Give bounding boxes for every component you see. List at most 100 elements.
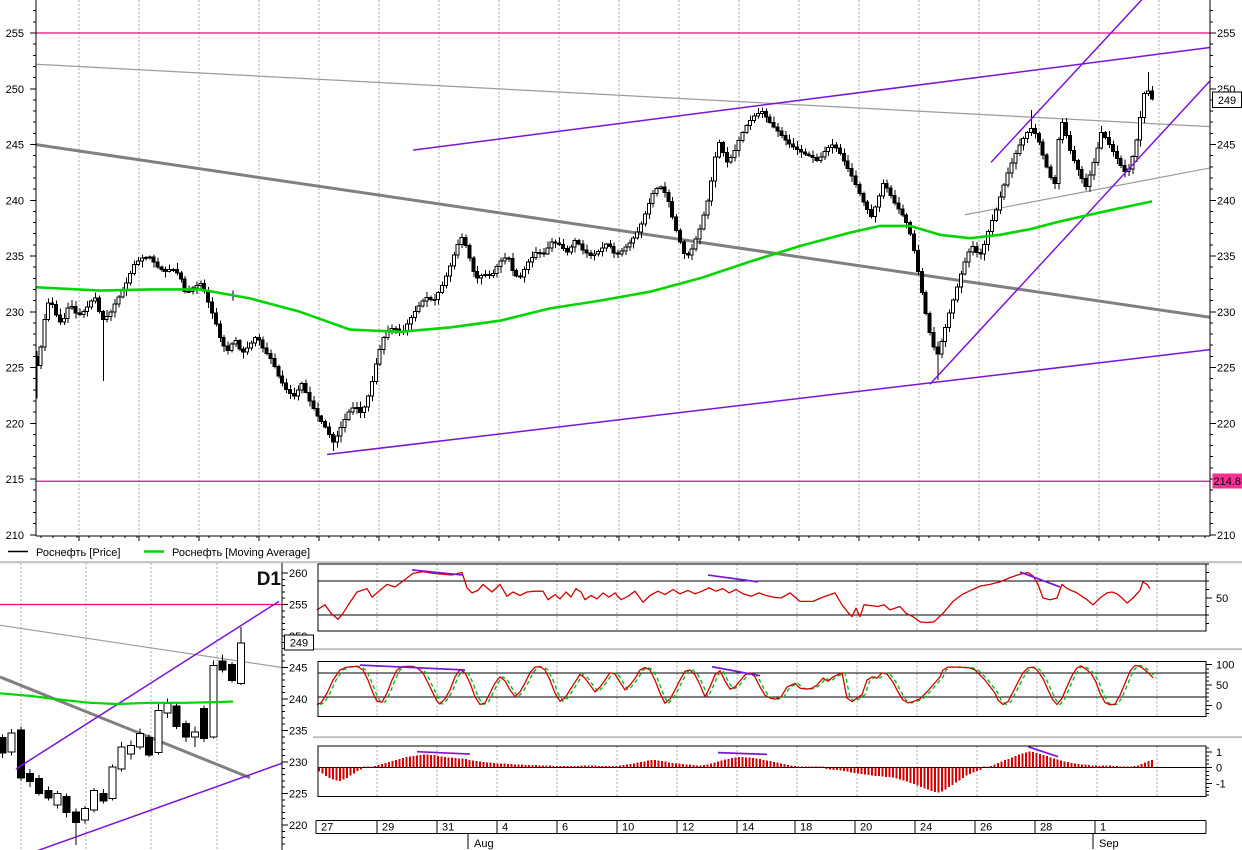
candle-body [342, 418, 347, 428]
d1-moving-average-line [0, 692, 234, 706]
candle-body [334, 435, 339, 443]
panel-trendline [359, 664, 466, 671]
indicator-panel-oscillator1[interactable]: 50 [316, 563, 1228, 632]
candle-body [561, 244, 565, 249]
candle-body [943, 327, 948, 342]
candle-body [791, 143, 796, 148]
candle-body [494, 266, 499, 275]
candle-body [966, 251, 971, 263]
candle-body [720, 142, 725, 154]
main-ytick-label-right: 225 [1217, 363, 1235, 375]
candle-body [428, 297, 433, 300]
separators [0, 561, 1242, 739]
date-label: 29 [382, 822, 394, 834]
candle-body [186, 290, 191, 293]
panel-ytick-label: 0 [1216, 763, 1222, 775]
candle-body [588, 252, 593, 256]
candle-body [264, 347, 269, 355]
candle-body [693, 238, 698, 250]
indicator-panel-oscillator2[interactable]: 100 50 0 [316, 660, 1234, 717]
d1-ytick-label: 240 [289, 694, 307, 706]
candle-body [982, 244, 987, 255]
candle-body [1044, 154, 1049, 168]
candle-body [654, 187, 659, 195]
d1-chart-plot[interactable] [0, 563, 282, 850]
candle-body [350, 407, 355, 413]
candle-body [147, 256, 152, 259]
panel-trendline [411, 569, 464, 576]
main-chart-plot[interactable] [35, 0, 1210, 536]
candle-body [732, 149, 737, 159]
candle-body [96, 297, 101, 313]
candle-body [763, 111, 768, 118]
d1-candle-body [26, 772, 35, 783]
candle-body [802, 151, 807, 155]
candle-body [1149, 90, 1154, 100]
candle-body [849, 167, 854, 177]
candle-body [1107, 137, 1111, 146]
candle-body [194, 285, 199, 289]
legend: Роснефть [Price] Роснефть [Moving Averag… [8, 547, 310, 559]
candle-body [900, 208, 905, 216]
candle-body [810, 155, 815, 159]
candle-body [990, 220, 994, 233]
candle-body [954, 286, 959, 301]
d1-candle-body [71, 811, 80, 823]
alert-price-badge: 214.8 [1212, 473, 1242, 489]
candle-body [490, 273, 495, 276]
candle-body [522, 269, 526, 278]
candle-body [104, 315, 109, 321]
d1-ytick-label: 225 [289, 789, 307, 801]
candle-body [1099, 131, 1104, 149]
candle-body [826, 147, 831, 152]
candle-body [572, 240, 577, 248]
candle-body [284, 382, 289, 391]
candle-body [549, 241, 554, 249]
candle-body [615, 252, 620, 255]
candle-body [288, 389, 292, 395]
d1-candle-body [62, 796, 71, 813]
candle-body [432, 298, 437, 301]
trendline-gray-thin [964, 167, 1210, 216]
candle-body [740, 132, 745, 141]
candle-body [876, 195, 881, 208]
candle-body [1110, 144, 1115, 152]
main-last-price-badge: 249 [1212, 91, 1242, 108]
candle-body [787, 139, 792, 145]
candle-body [412, 310, 417, 318]
candle-body [510, 258, 515, 271]
d1-candle-body [218, 660, 227, 671]
date-label: 31 [442, 822, 454, 834]
candle-body [1040, 141, 1045, 156]
candle-body [467, 244, 472, 259]
candle-body [978, 252, 983, 255]
trendline-purple [990, 0, 1143, 163]
candle-body [303, 383, 308, 393]
candle-body [135, 260, 140, 266]
candle-body [229, 343, 234, 352]
candle-body [935, 346, 940, 355]
candle-body [1103, 131, 1108, 139]
candle-body [440, 285, 445, 294]
main-ytick-label-left: 220 [6, 418, 24, 430]
candle-body [1005, 172, 1010, 186]
candle-body [865, 201, 870, 210]
d1-trendline-gray-thick [0, 675, 251, 780]
candle-body [853, 175, 858, 186]
candle-body [1029, 127, 1033, 134]
candle-body [319, 415, 324, 423]
candle-body [210, 301, 214, 314]
main-ytick-label-left: 235 [6, 251, 24, 263]
candle-body [362, 406, 367, 414]
d1-ytick-label: 220 [289, 820, 307, 832]
candle-body [896, 202, 901, 210]
candle-body [834, 144, 838, 149]
candle-body [447, 265, 452, 277]
candle-body [771, 121, 776, 128]
d1-ytick-label: 245 [289, 663, 307, 675]
candle-body [471, 257, 476, 273]
panel-trendline [707, 574, 759, 583]
indicator-panel-histogram[interactable]: 1 0 -1 [317, 745, 1226, 798]
candle-body [112, 303, 117, 313]
candle-body [670, 200, 675, 218]
